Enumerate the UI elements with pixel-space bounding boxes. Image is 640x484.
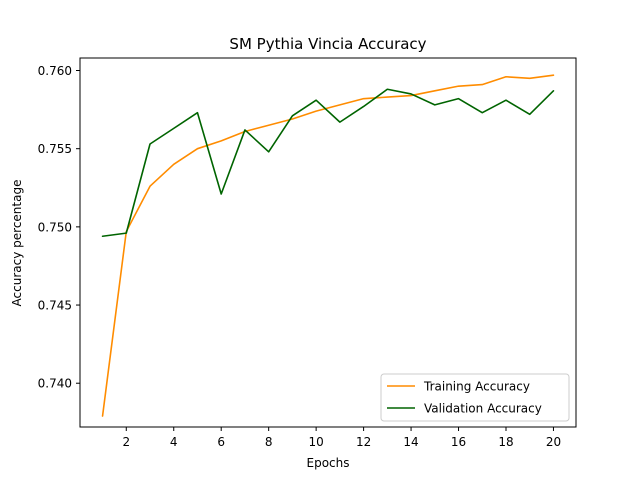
axes-frame [79, 57, 577, 428]
y-tick-label: 0.760 [38, 64, 72, 78]
y-tick-label: 0.745 [38, 299, 72, 313]
plot-area: 2 4 6 8 10 12 14 16 18 20 0.740 0.745 0.750 0.755 0.76… [38, 57, 577, 449]
series-line-validation [101, 88, 555, 238]
x-axis-label: Epochs [307, 456, 350, 470]
legend-box [380, 373, 570, 422]
x-tick-label: 10 [308, 435, 323, 449]
x-tick-label: 14 [403, 435, 418, 449]
legend-label-validation: Validation Accuracy [424, 402, 542, 416]
y-axis-label: Accuracy percentage [10, 180, 24, 307]
x-tick-label: 8 [265, 435, 273, 449]
x-tick-label: 16 [451, 435, 466, 449]
x-tick-label: 18 [498, 435, 513, 449]
x-tick-label: 2 [122, 435, 130, 449]
chart-title: SM Pythia Vincia Accuracy [229, 35, 426, 53]
series-line-training [101, 74, 555, 417]
x-tick-label: 4 [170, 435, 178, 449]
x-tick-label: 12 [356, 435, 371, 449]
x-tick-label: 6 [217, 435, 225, 449]
y-tick-label: 0.755 [38, 142, 72, 156]
y-tick-label: 0.740 [38, 377, 72, 391]
y-tick-label: 0.750 [38, 220, 72, 234]
legend: Training Accuracy Validation Accuracy [380, 373, 570, 422]
x-tick-label: 20 [546, 435, 561, 449]
legend-label-training: Training Accuracy [423, 380, 530, 394]
